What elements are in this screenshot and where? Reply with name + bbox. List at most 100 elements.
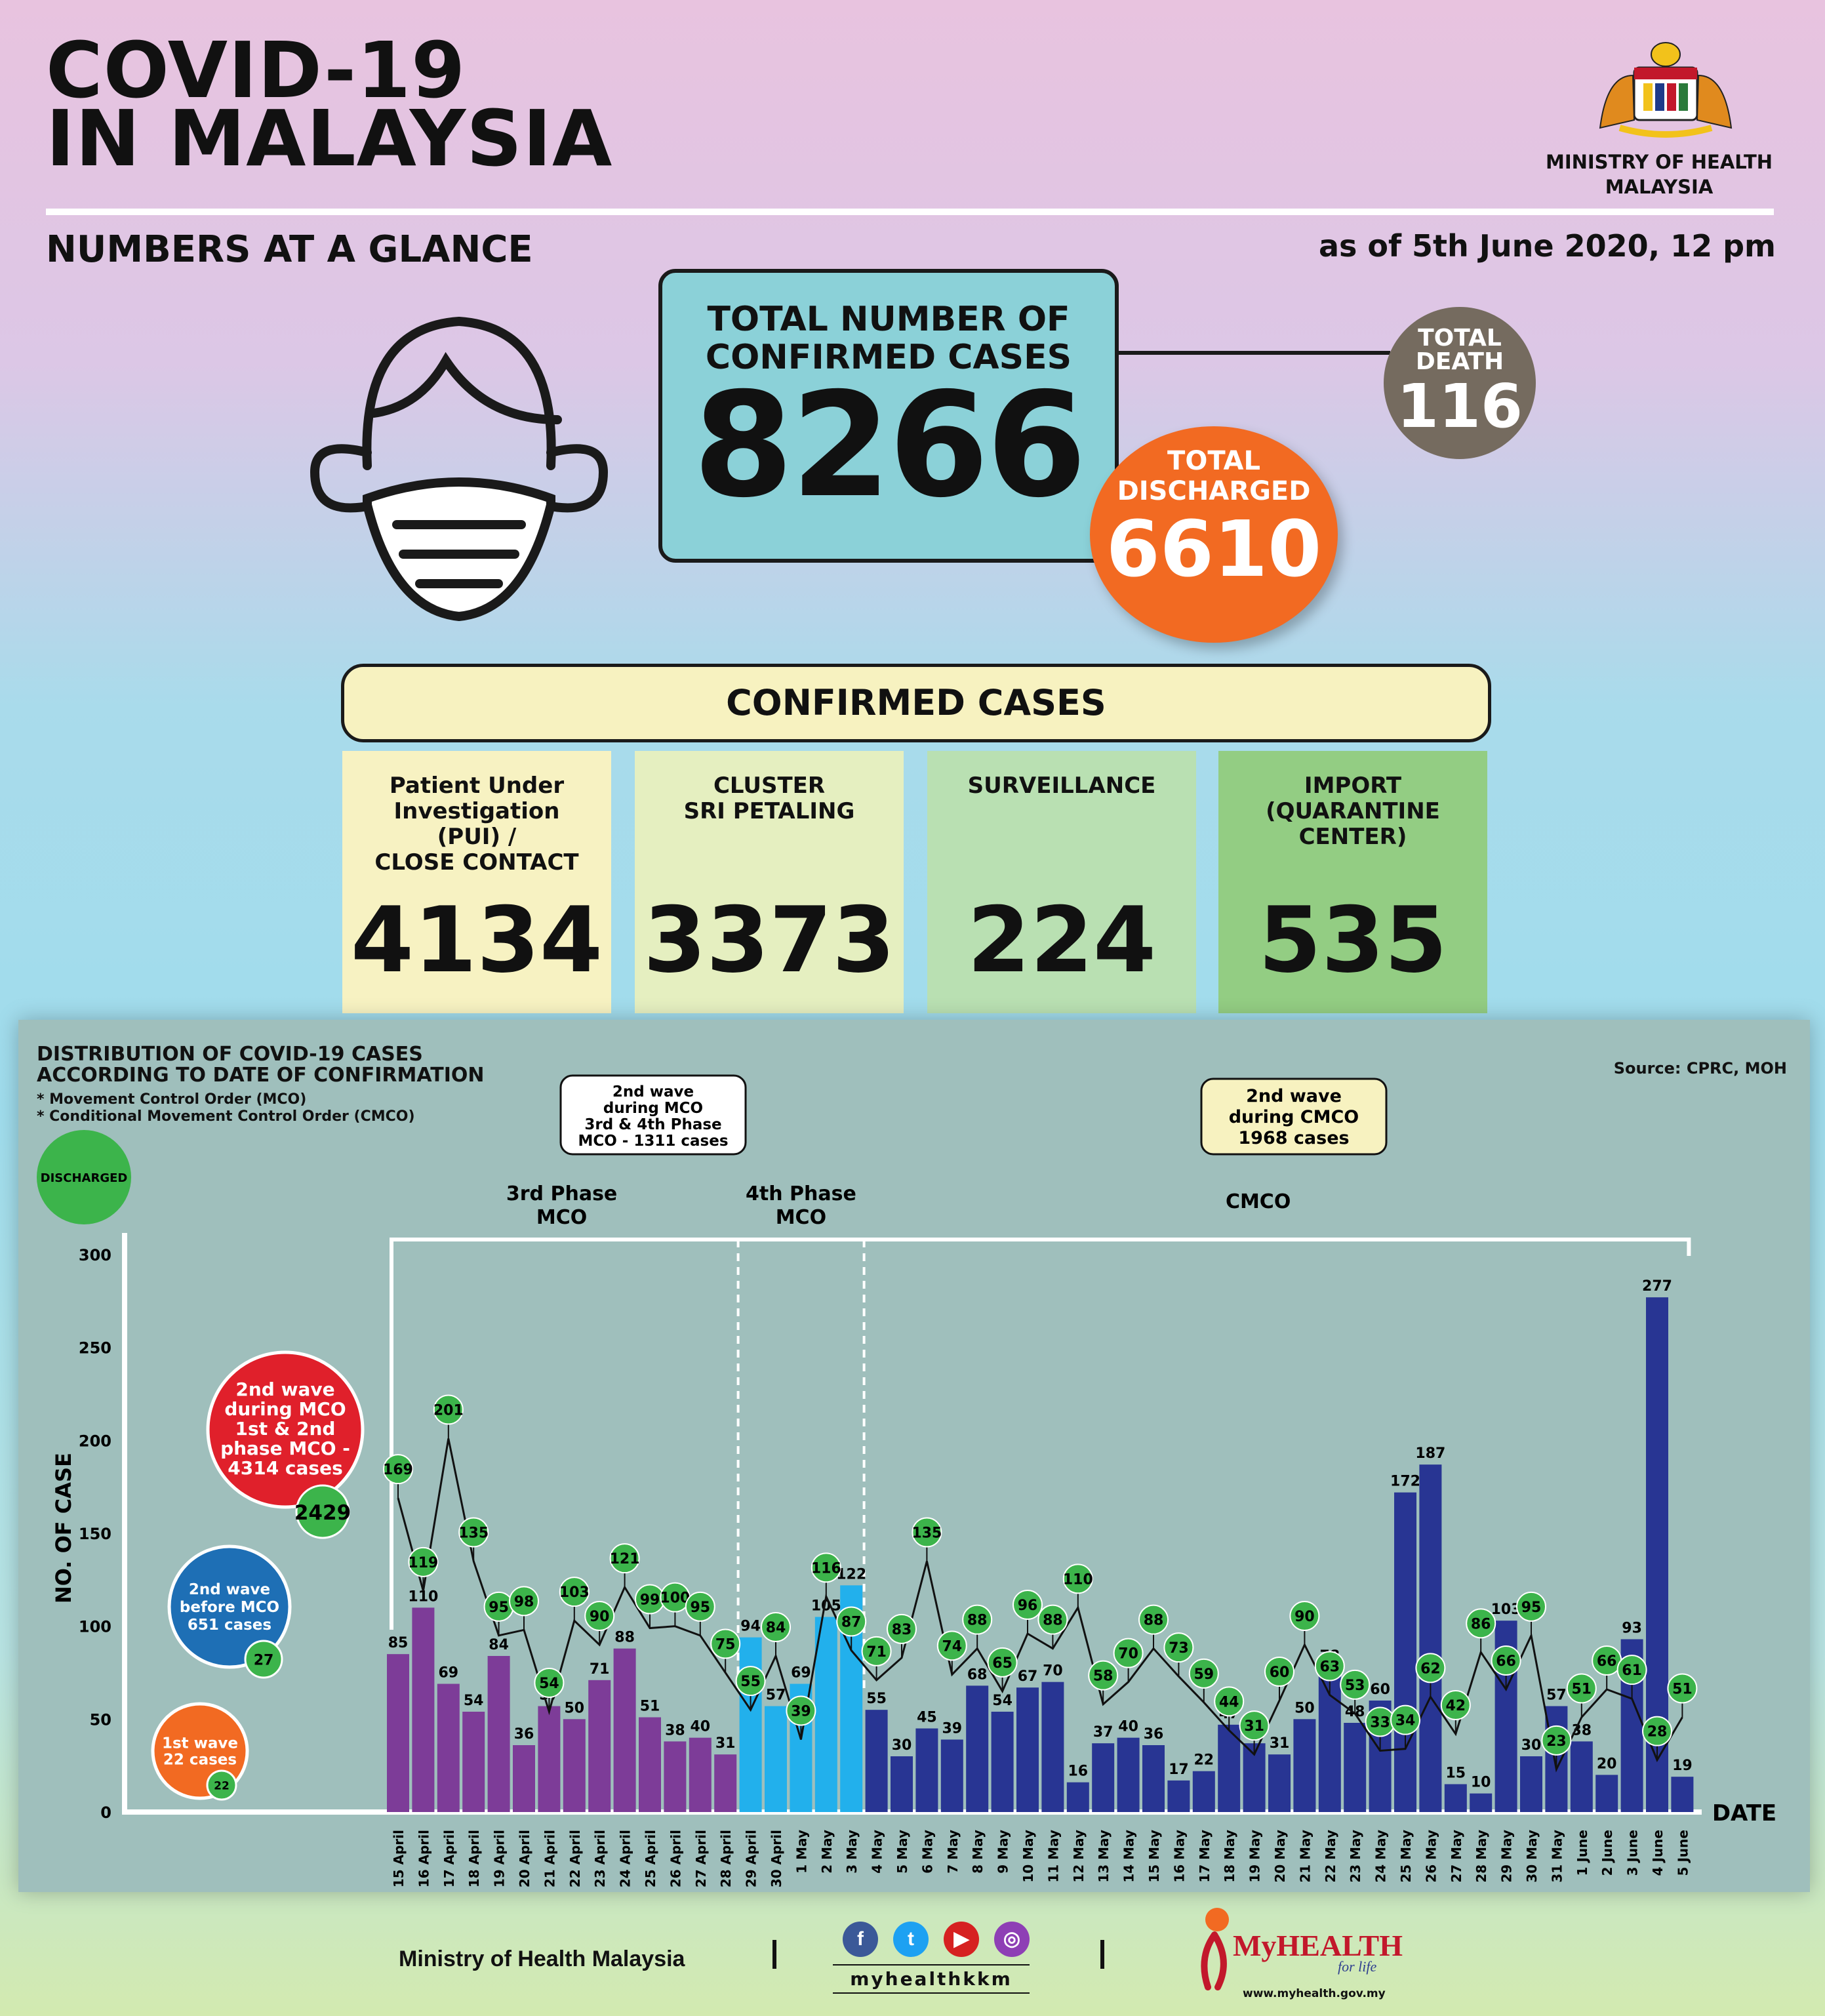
x-tick-label: 8 May	[970, 1830, 986, 1874]
bar	[538, 1706, 561, 1812]
discharged-value-label: 90	[1294, 1609, 1315, 1625]
bar-value-label: 57	[1546, 1687, 1567, 1704]
x-tick-label: 5 June	[1675, 1830, 1691, 1876]
y-tick-label: 0	[100, 1804, 111, 1822]
footer-separator	[772, 1940, 776, 1969]
x-tick-label: 30 May	[1524, 1830, 1540, 1883]
discharged-value-label: 59	[1193, 1666, 1214, 1683]
discharged-value-label: 70	[1118, 1646, 1138, 1663]
discharged-value-label: 61	[1622, 1663, 1642, 1679]
bar	[487, 1656, 510, 1812]
face-mask-icon	[289, 308, 630, 649]
discharged-marker	[1415, 1653, 1446, 1683]
discharged-value-label: 66	[1597, 1653, 1617, 1670]
x-tick-label: 20 April	[517, 1830, 532, 1887]
discharged-marker	[1062, 1563, 1093, 1594]
discharged-value-label: 135	[458, 1525, 489, 1542]
discharged-value-label: 71	[866, 1644, 887, 1661]
discharged-value-label: 100	[660, 1590, 690, 1607]
bar	[1218, 1724, 1241, 1812]
discharged-marker	[1566, 1673, 1597, 1704]
bar-value-label: 30	[892, 1737, 912, 1754]
y-tick-label: 250	[79, 1339, 111, 1358]
bar	[1671, 1777, 1694, 1812]
wave-discharged-value: 27	[254, 1652, 274, 1668]
social-handle[interactable]: myhealthkkm	[833, 1964, 1030, 1994]
discharged-value-label: 31	[1244, 1718, 1264, 1735]
discharged-marker	[962, 1604, 993, 1635]
bar	[563, 1719, 586, 1812]
bar-value-label: 17	[1169, 1762, 1189, 1778]
discharged-value-label: 51	[1672, 1682, 1693, 1698]
x-tick-label: 12 May	[1071, 1830, 1087, 1883]
discharged-marker	[887, 1613, 917, 1644]
x-tick-label: 15 May	[1146, 1830, 1162, 1883]
x-tick-label: 2 June	[1599, 1830, 1615, 1876]
x-tick-label: 19 April	[492, 1830, 508, 1887]
discharged-marker	[811, 1552, 841, 1583]
discharged-marker	[1516, 1591, 1546, 1622]
twitter-icon[interactable]: t	[893, 1922, 929, 1957]
discharged-marker	[735, 1666, 766, 1697]
youtube-icon[interactable]: ▶	[944, 1922, 979, 1957]
discharged-value-label: 23	[1546, 1733, 1567, 1750]
discharged-marker	[987, 1647, 1018, 1678]
bar	[689, 1737, 712, 1812]
x-tick-label: 20 May	[1272, 1830, 1288, 1883]
x-tick-label: 31 May	[1549, 1830, 1565, 1883]
bar	[966, 1685, 989, 1812]
bar-value-label: 69	[791, 1665, 811, 1682]
discharged-value-label: 88	[967, 1613, 988, 1629]
x-tick-label: 9 May	[995, 1830, 1011, 1874]
x-tick-label: 23 April	[592, 1830, 608, 1887]
bar	[1444, 1784, 1467, 1812]
bar-value-label: 15	[1445, 1765, 1466, 1782]
discharged-marker	[1314, 1651, 1345, 1682]
discharged-marker	[1390, 1704, 1420, 1735]
bar-value-label: 40	[690, 1719, 710, 1735]
discharged-marker	[912, 1517, 942, 1548]
wave-label: 1st wave 22 cases	[162, 1735, 238, 1769]
x-tick-label: 19 May	[1247, 1830, 1263, 1883]
x-tick-label: 16 May	[1171, 1830, 1187, 1883]
myhealth-url[interactable]: www.myhealth.gov.my	[1243, 1987, 1386, 2000]
discharged-value-label: 110	[1063, 1571, 1093, 1588]
bar	[915, 1728, 938, 1812]
x-tick-label: 30 April	[769, 1830, 784, 1887]
discharged-value-label: 39	[791, 1704, 811, 1720]
discharged-marker	[1264, 1657, 1294, 1687]
myhealth-brand: MyHEALTH	[1233, 1929, 1403, 1962]
bar-value-label: 19	[1672, 1758, 1693, 1774]
bar	[513, 1745, 535, 1812]
x-tick-label: 17 April	[441, 1830, 457, 1887]
death-connector	[1115, 351, 1390, 355]
category-value: 4134	[350, 887, 603, 993]
phase-label: 4th Phase MCO	[746, 1182, 856, 1229]
x-tick-label: 29 April	[744, 1830, 759, 1887]
wave-discharged-value: 2429	[294, 1501, 351, 1525]
wave-label: 2nd wave during MCO 1st & 2nd phase MCO -43…	[220, 1379, 350, 1479]
bar	[1092, 1743, 1115, 1812]
callout-text: 2nd wave during MCO 3rd & 4th Phase MCO - 1…	[578, 1083, 728, 1150]
x-tick-label: 21 April	[542, 1830, 557, 1887]
bar	[1066, 1782, 1089, 1812]
chart-notes: * Movement Control Order (MCO) * Conditi…	[37, 1091, 415, 1125]
x-tick-label: 1 June	[1574, 1830, 1590, 1876]
x-tick-label: 18 May	[1222, 1830, 1237, 1883]
confirmed-cases-banner: CONFIRMED CASES	[341, 664, 1491, 742]
bar	[814, 1617, 837, 1812]
total-death-badge: TOTAL DEATH 116	[1384, 307, 1536, 459]
x-tick-label: 29 May	[1499, 1830, 1515, 1883]
discharged-marker	[1440, 1690, 1471, 1720]
wave-circle	[206, 1350, 365, 1509]
wave-discharged-marker	[206, 1769, 237, 1801]
instagram-icon[interactable]: ◎	[994, 1922, 1030, 1957]
wave-discharged-marker	[295, 1484, 350, 1539]
facebook-icon[interactable]: f	[843, 1922, 878, 1957]
bar	[613, 1648, 636, 1812]
bar-value-label: 84	[489, 1637, 509, 1653]
bar-value-label: 30	[1521, 1737, 1542, 1754]
x-tick-label: 10 May	[1020, 1830, 1036, 1883]
bar-value-label: 40	[1118, 1719, 1138, 1735]
discharged-marker	[509, 1586, 539, 1617]
